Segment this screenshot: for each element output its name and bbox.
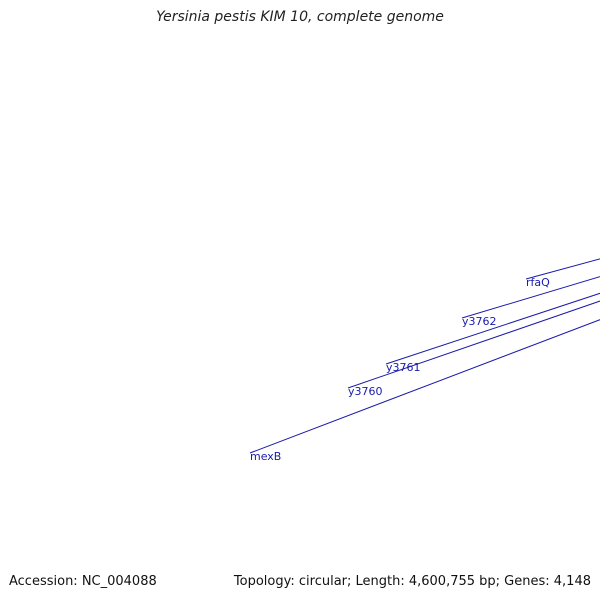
gene-label-rfaq-leader [525, 258, 600, 280]
map-title: Yersinia pestis KIM 10, complete genome [156, 9, 444, 25]
gene-label-y3761-leader [385, 292, 600, 365]
topology-text: Topology: circular; Length: 4,600,755 bp… [233, 574, 591, 589]
gene-label-mexb: mexB [250, 450, 281, 463]
gene-label-mexb-leader [249, 319, 600, 454]
gene-label-y3760-leader [347, 300, 600, 389]
accession-text: Accession: NC_004088 [9, 574, 157, 589]
gene-label-y3761: y3761 [386, 361, 421, 374]
gene-label-rfaq: rfaQ [526, 276, 550, 289]
gene-label-y3762: y3762 [462, 315, 497, 328]
gene-label-y3760: y3760 [348, 385, 383, 398]
